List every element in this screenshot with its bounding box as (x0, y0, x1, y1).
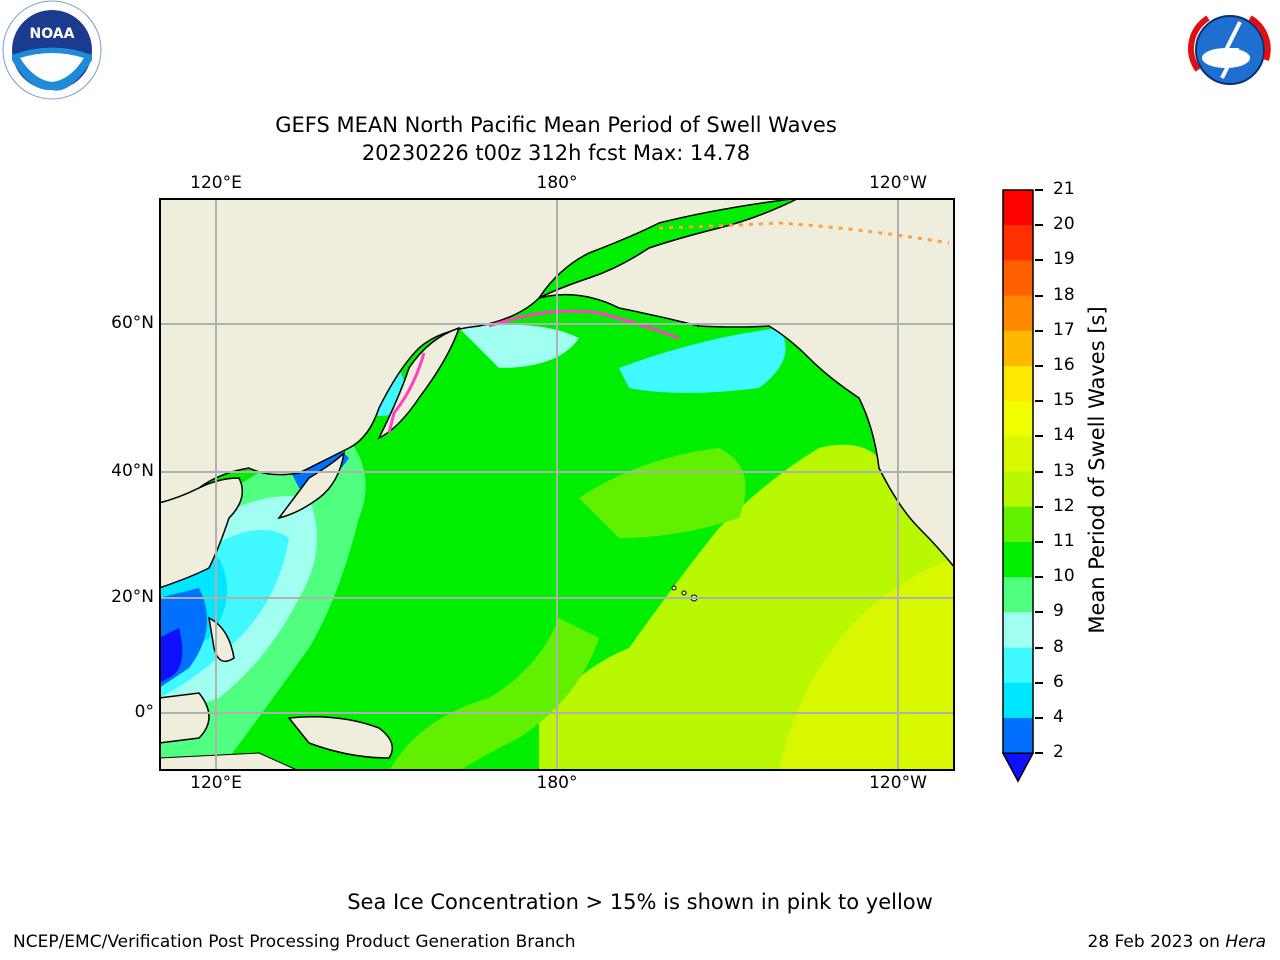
land-asia (159, 198, 955, 504)
colorbar-tick-label: 9 (1053, 601, 1064, 622)
colorbar-tick-label: 16 (1053, 355, 1075, 375)
colorbar-segment (1003, 401, 1033, 437)
lon-label-top-120e: 120°E (190, 173, 242, 193)
colorbar-segment (1003, 295, 1033, 332)
footer-date: 28 Feb 2023 on Hera (1088, 932, 1266, 952)
colorbar-segment (1003, 612, 1033, 649)
footer-credit: NCEP/EMC/Verification Post Processing Pr… (13, 932, 576, 952)
colorbar-tick-label: 15 (1053, 390, 1075, 411)
land-hawaii (671, 585, 677, 591)
gulf-alaska-swell (619, 328, 786, 393)
sea-ice-note: Sea Ice Concentration > 15% is shown in … (347, 890, 933, 914)
colorbar-tick-label: 10 (1053, 566, 1075, 587)
colorbar-segment (1003, 506, 1033, 543)
land-new-guinea (287, 716, 394, 759)
swell-band-under-2 (159, 628, 183, 683)
colorbar-tick-mark (1035, 541, 1043, 543)
colorbar-segment (1003, 577, 1033, 613)
swell-band-13-14 (779, 558, 955, 771)
colorbar-label: Mean Period of Swell Waves [s] (1085, 306, 1109, 634)
colorbar-tick-label: 4 (1053, 707, 1064, 727)
colorbar-tick-mark (1035, 717, 1043, 719)
swell-band-11-12b (579, 448, 746, 538)
colorbar-tick-mark (1035, 470, 1043, 473)
colorbar-tick-mark (1035, 329, 1043, 332)
colorbar-segment (1003, 436, 1033, 473)
sea-ice-okhotsk (387, 352, 426, 434)
map-frame (159, 198, 955, 771)
colorbar-under-arrow (1001, 752, 1035, 783)
colorbar-tick-label: 17 (1053, 319, 1075, 340)
colorbar-segment (1003, 471, 1033, 508)
colorbar-tick-mark (1035, 611, 1043, 614)
colorbar-segment (1003, 718, 1033, 754)
colorbar-tick-label: 13 (1053, 460, 1075, 481)
nws-logo (1178, 0, 1280, 100)
colorbar-tick-mark (1035, 576, 1043, 579)
colorbar-tick-mark (1035, 681, 1043, 684)
land-australia (159, 752, 300, 771)
lon-label-top-120w: 120°W (869, 173, 927, 193)
land-china (159, 477, 244, 589)
colorbar-tick-mark (1035, 224, 1043, 227)
colorbar-segment (1003, 225, 1033, 261)
swell-band-11-12 (389, 618, 599, 771)
colorbar-tick-label: 18 (1053, 284, 1075, 305)
colorbar (1001, 188, 1035, 784)
footer-host: Hera (1225, 932, 1266, 952)
map-title-line1: GEFS MEAN North Pacific Mean Period of S… (275, 113, 837, 137)
bering-swell (459, 324, 579, 368)
colorbar-tick-label: 2 (1053, 742, 1064, 763)
map-title-line2: 20230226 t00z 312h fcst Max: 14.78 (361, 141, 751, 165)
colorbar-segment (1003, 260, 1033, 297)
lat-label-20n: 20°N (111, 587, 154, 607)
lon-label-bottom-120e: 120°E (190, 773, 242, 793)
lat-label-0: 0° (134, 702, 154, 722)
swell-period-map (159, 198, 955, 771)
lon-label-bottom-180: 180° (536, 773, 578, 793)
colorbar-segment (1003, 647, 1033, 684)
colorbar-segment (1003, 682, 1033, 719)
colorbar-tick-mark (1035, 259, 1043, 262)
sea-ice-bering (488, 309, 680, 340)
graticule (159, 198, 955, 771)
land-borneo (159, 692, 210, 744)
colorbar-tick-mark (1035, 189, 1043, 191)
colorbar-tick-label: 21 (1053, 179, 1075, 199)
colorbar-tick-mark (1035, 752, 1043, 755)
colorbar-segment (1003, 366, 1033, 402)
colorbar-tick-label: 14 (1053, 425, 1075, 446)
colorbar-tick-mark (1035, 435, 1043, 438)
lon-label-bottom-120w: 120°W (869, 773, 927, 793)
colorbar-segment (1003, 330, 1033, 367)
colorbar-tick-label: 19 (1053, 249, 1075, 270)
colorbar-frame (1002, 189, 1034, 754)
noaa-logo: NOAA (0, 0, 104, 100)
colorbar-tick-label: 8 (1053, 636, 1064, 657)
colorbar-tick-mark (1035, 646, 1043, 649)
colorbar-tick-mark (1035, 365, 1043, 367)
colorbar-tick-label: 20 (1053, 214, 1075, 235)
land-japan (277, 450, 346, 520)
colorbar-tick-label: 6 (1053, 671, 1064, 692)
colorbar-tick-mark (1035, 505, 1043, 508)
colorbar-segment (1003, 542, 1033, 578)
colorbar-tick-mark (1035, 294, 1043, 297)
colorbar-tick-mark (1035, 400, 1043, 403)
lon-label-top-180: 180° (536, 173, 578, 193)
colorbar-tick-label: 12 (1053, 495, 1075, 516)
sea-ice-arctic (658, 221, 950, 245)
colorbar-segment (1003, 190, 1033, 226)
colorbar-tick-label: 11 (1053, 531, 1075, 551)
footer-date-text: 28 Feb 2023 on (1087, 932, 1226, 952)
svg-text:NOAA: NOAA (30, 26, 75, 42)
land-kamchatka (377, 326, 461, 440)
lat-label-40n: 40°N (111, 461, 154, 481)
lat-label-60n: 60°N (111, 313, 154, 333)
